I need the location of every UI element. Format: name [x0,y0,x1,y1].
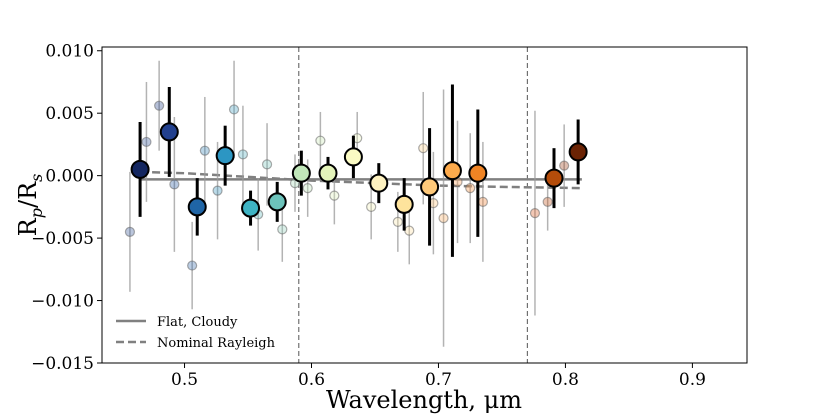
unbinned-point [199,145,210,156]
unbinned-point [315,135,326,146]
unbinned-point [169,179,180,190]
unbinned-point [465,183,476,194]
unbinned-point [228,104,240,115]
axis-ticks: 0.5 0.6 0.7 0.8 0.9 −0.015 −0.010 −0.005 0.000 0.… [31,42,706,390]
y-tick-label: −0.010 [31,292,94,312]
binned-point [420,177,440,197]
legend-label-nominal-rayleigh: Nominal Rayleigh [157,336,276,351]
unbinned-point [141,136,152,148]
y-tick-label: −0.015 [31,354,94,374]
x-tick-label: 0.5 [171,370,198,390]
legend: Flat, Cloudy Nominal Rayleigh [116,315,276,351]
unbinned-point [237,149,249,160]
binned-point [159,122,179,142]
unbinned-point [302,183,313,194]
x-tick-label: 0.6 [298,370,325,390]
unbinned-point [124,226,136,237]
y-axis-label-main: R [14,217,42,236]
unbinned-point [404,225,415,236]
x-tick-label: 0.8 [552,370,579,390]
x-tick-label: 0.7 [425,370,452,390]
y-tick-label: 0.005 [45,104,94,124]
binned-point [468,163,488,183]
unbinned-point [529,208,541,219]
x-axis-label: Wavelength, μm [326,386,522,414]
y-axis-label: Rp/Rs [14,174,46,237]
unbinned-point [154,100,165,111]
unbinned-point [187,260,198,271]
y-axis-label-sub-p: p [27,208,46,218]
binned-point [187,197,207,217]
unbinned-point [542,196,553,207]
unbinned-point [418,143,429,154]
binned-point [241,198,261,218]
unbinned-point [366,201,377,212]
binned-point [343,147,363,167]
binned-point [442,161,462,181]
y-tick-label: −0.005 [31,229,94,249]
plot-area [124,47,588,363]
legend-label-flat-cloudy: Flat, Cloudy [157,315,238,330]
binned-point [215,146,235,166]
binned-point [267,192,287,212]
binned-point [394,194,414,214]
plot-frame [101,46,748,364]
x-tick-label: 0.9 [679,370,706,390]
binned-point [369,173,389,193]
unbinned-point [277,224,288,235]
unbinned-point [261,159,273,170]
binned-point [544,168,564,188]
unbinned-point [477,196,489,207]
y-axis-label-sep: /R [14,181,42,208]
binned-point [318,163,338,183]
binned-point [130,159,150,179]
binned-point [291,163,311,183]
unbinned-point [212,185,223,196]
y-axis-label-sub-s: s [27,174,46,182]
unbinned-point [329,190,340,201]
unbinned-point [438,213,449,224]
y-tick-label: 0.000 [45,167,94,187]
y-tick-label: 0.010 [45,42,94,62]
binned-point [568,142,588,162]
unbinned-point [392,216,403,227]
model-line-nominal-rayleigh [140,170,582,190]
unbinned-point [559,160,570,171]
